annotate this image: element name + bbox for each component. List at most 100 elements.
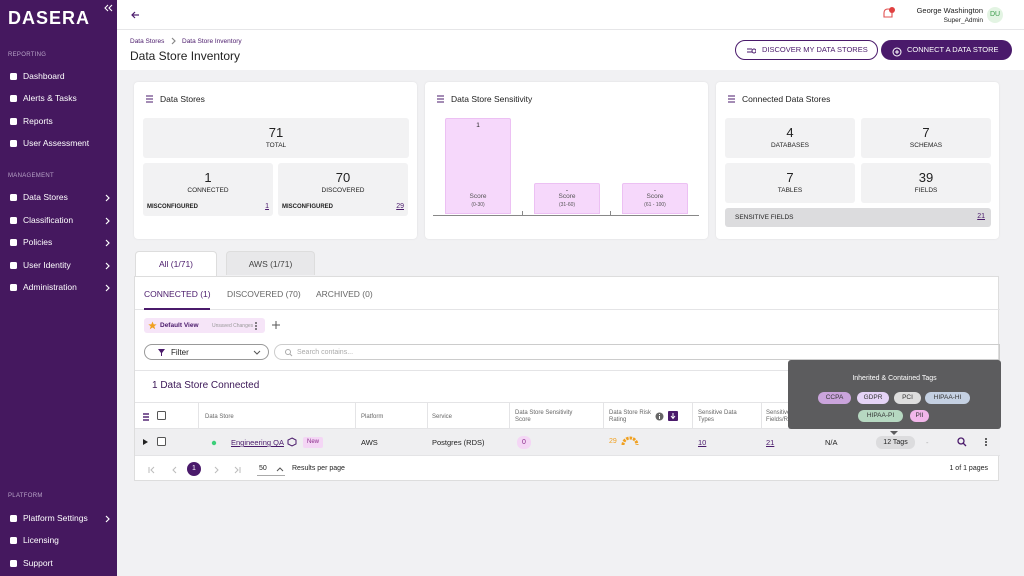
bar-value: - [653, 187, 657, 194]
connected-card: Connected Data Stores 4 DATABASES 7 SCHEMAS 7… [716, 82, 999, 239]
misconfigured-count[interactable]: 29 [396, 203, 404, 210]
nav-item[interactable]: Data Stores [0, 191, 117, 205]
row-menu[interactable] [984, 437, 988, 447]
nav-item[interactable]: Administration [0, 281, 117, 295]
status-dot [211, 439, 217, 446]
subtab[interactable]: ARCHIVED (0) [316, 289, 373, 299]
column-header[interactable]: Data Store [205, 408, 305, 426]
column-header[interactable]: Platform [361, 408, 421, 426]
tag-chip: GDPR [857, 392, 889, 404]
page-nav[interactable] [170, 465, 180, 475]
back-button[interactable] [130, 10, 140, 20]
misconfigured-label: MISCONFIGURED [147, 204, 198, 210]
nav-chevron [103, 216, 113, 226]
nav-icon [9, 193, 18, 202]
view-chip[interactable]: Default View Unsaved Changes [144, 318, 265, 333]
stat-value: 1 [204, 170, 212, 185]
stat-box: 7 SCHEMAS [861, 118, 991, 158]
row-select[interactable] [157, 437, 167, 447]
nav-icon-svg [10, 537, 17, 544]
nav-item[interactable]: Reports [0, 115, 117, 129]
avatar[interactable]: DU [987, 7, 1003, 23]
page-size[interactable]: 50 [257, 463, 285, 476]
nav-item[interactable]: Alerts & Tasks [0, 92, 117, 106]
breadcrumb: Data Store Inventory [182, 38, 242, 45]
view-button[interactable] [957, 437, 967, 447]
select-all[interactable] [157, 411, 167, 421]
sort-button[interactable] [668, 411, 678, 421]
column-label: Platform [361, 413, 384, 420]
nav-label: Classification [23, 215, 74, 225]
nav-label: Alerts & Tasks [23, 93, 77, 103]
search-icon [284, 348, 293, 357]
column-header[interactable]: Data Store Risk Rating [609, 408, 654, 426]
collapse-button[interactable] [103, 3, 113, 13]
nav-item[interactable]: Licensing [0, 534, 117, 548]
filter-caret-svg [253, 350, 261, 355]
expand-row[interactable] [141, 437, 151, 447]
tab[interactable]: All (1/71) [135, 251, 217, 277]
data-store-name[interactable]: Engineering QA [231, 438, 284, 447]
connect-button[interactable]: CONNECT A DATA STORE [881, 40, 1012, 60]
tags-chip[interactable]: 12 Tags [876, 436, 915, 449]
stat-value: 39 [918, 170, 934, 185]
nav-chevron-svg [105, 239, 110, 247]
subtab[interactable]: CONNECTED (1) [144, 289, 211, 299]
add-view-button[interactable] [271, 320, 281, 330]
columns-icon[interactable] [142, 412, 151, 422]
column-header[interactable]: Sensitive Fields/Records [766, 408, 806, 426]
view-menu-svg [255, 322, 257, 330]
page-nav[interactable] [147, 465, 157, 475]
nav-item[interactable]: Platform Settings [0, 512, 117, 526]
card-icon-svg [437, 95, 444, 103]
table-row[interactable]: Engineering QA New AWS Postgres (RDS) 0 29 10 2… [135, 429, 1000, 456]
search-box[interactable]: Search contains... [274, 344, 1000, 360]
nav-icon [9, 261, 18, 270]
column-label: Service [432, 413, 453, 420]
nav-icon-svg [10, 239, 17, 246]
tab[interactable]: AWS (1/71) [226, 251, 315, 275]
collapse-button-svg [104, 4, 113, 12]
current-page[interactable]: 1 [187, 462, 201, 476]
sensitive-fields[interactable]: 21 [766, 438, 775, 447]
sensitivity-bar[interactable]: 1 Score (0-30) [445, 118, 511, 214]
subtab[interactable]: DISCOVERED (70) [227, 289, 301, 299]
bar-value: 1 [476, 122, 480, 129]
page-nav[interactable] [211, 465, 221, 475]
notifications-button[interactable] [882, 7, 896, 21]
nav-item[interactable]: Dashboard [0, 70, 117, 84]
subtab-underline [144, 308, 210, 310]
stat-box: 7 TABLES [725, 163, 855, 203]
nav-item[interactable]: Classification [0, 214, 117, 228]
column-header[interactable]: Service [432, 408, 502, 426]
sensitive-fields-label: SENSITIVE FIELDS [735, 214, 794, 221]
nav-icon [9, 559, 18, 568]
page-nav[interactable] [232, 465, 242, 475]
sensitive-fields-bar[interactable]: SENSITIVE FIELDS 21 [725, 208, 991, 227]
sensitivity-bar[interactable]: - Score (31-60) [534, 183, 600, 214]
breadcrumb[interactable]: Data Stores [130, 38, 165, 45]
filter-button[interactable]: Filter [144, 344, 269, 360]
stat-label: TABLES [777, 187, 803, 194]
sensitive-data-types[interactable]: 10 [698, 438, 707, 447]
nav-item[interactable]: User Identity [0, 259, 117, 273]
columns-icon-svg [143, 413, 149, 421]
tag-chip: PII [910, 410, 929, 422]
nav-item[interactable]: Support [0, 557, 117, 571]
column-header[interactable]: Data Store Sensitivity Score [515, 408, 575, 426]
expand-row-svg [143, 439, 148, 445]
nav-item[interactable]: Policies [0, 236, 117, 250]
discover-button[interactable]: DISCOVER MY DATA STORES [735, 40, 878, 60]
notifications-button-svg [883, 7, 895, 18]
nav-icon-svg [10, 560, 17, 567]
nav-label: Administration [23, 282, 77, 292]
card-icon [727, 94, 736, 103]
sensitivity-bar[interactable]: - Score (61 - 100) [622, 183, 688, 214]
column-header[interactable]: Sensitive Data Types [698, 408, 738, 426]
nav-chevron [103, 193, 113, 203]
view-menu[interactable] [254, 321, 258, 331]
nav-icon [9, 139, 18, 148]
nav-chevron-svg [105, 284, 110, 292]
misconfigured-count[interactable]: 1 [265, 203, 269, 210]
nav-item[interactable]: User Assessment [0, 137, 117, 151]
